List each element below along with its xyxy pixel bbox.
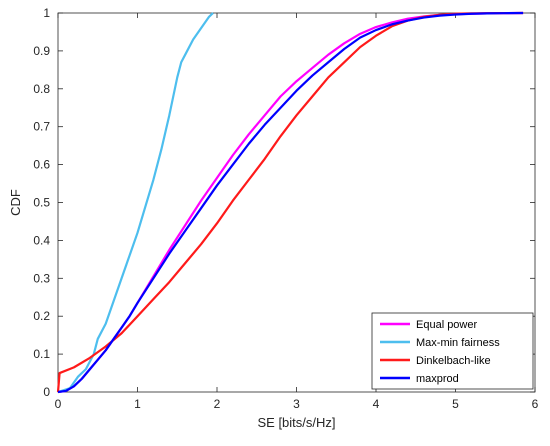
axis-ticks xyxy=(57,12,536,393)
y-tick-label: 0.9 xyxy=(33,44,50,58)
legend-box xyxy=(371,312,534,390)
y-tick-label: 0.2 xyxy=(33,309,50,323)
y-tick-label: 0.8 xyxy=(33,82,50,96)
y-tick-labels: 0 0.1 0.2 0.3 0.4 0.5 0.6 0.7 0.8 0.9 1 xyxy=(33,6,50,399)
legend-label-dinkelbach-like: Dinkelbach-like xyxy=(416,355,491,367)
series-line-max-min-fairness xyxy=(57,12,214,394)
legend-label-maxprod: maxprod xyxy=(416,373,459,385)
x-axis-label: SE [bits/s/Hz] xyxy=(257,415,335,430)
series-line-maxprod xyxy=(57,11,524,394)
y-tick-label: 0.1 xyxy=(33,347,50,361)
x-tick-label: 2 xyxy=(214,397,221,411)
y-tick-label: 0.3 xyxy=(33,271,50,285)
y-axis-label: CDF xyxy=(8,189,23,216)
x-tick-labels: 0 1 2 3 4 5 6 xyxy=(55,397,539,411)
y-tick-label: 1 xyxy=(43,6,50,20)
x-tick-label: 5 xyxy=(452,397,459,411)
x-tick-label: 6 xyxy=(532,397,539,411)
x-tick-label: 1 xyxy=(134,397,141,411)
y-tick-label: 0.6 xyxy=(33,158,50,172)
y-tick-label: 0.4 xyxy=(33,233,50,247)
legend-label-max-min-fairness: Max-min fairness xyxy=(416,337,500,349)
y-tick-label: 0.5 xyxy=(33,196,50,210)
x-tick-label: 4 xyxy=(373,397,380,411)
x-tick-label: 0 xyxy=(55,397,62,411)
series-layer xyxy=(56,11,524,394)
y-tick-label: 0.7 xyxy=(33,120,50,134)
legend-label-equal-power: Equal power xyxy=(416,319,477,331)
legend: Equal power Max-min fairness Dinkelbach-li… xyxy=(371,312,534,390)
y-tick-label: 0 xyxy=(43,385,50,399)
x-tick-label: 3 xyxy=(293,397,300,411)
